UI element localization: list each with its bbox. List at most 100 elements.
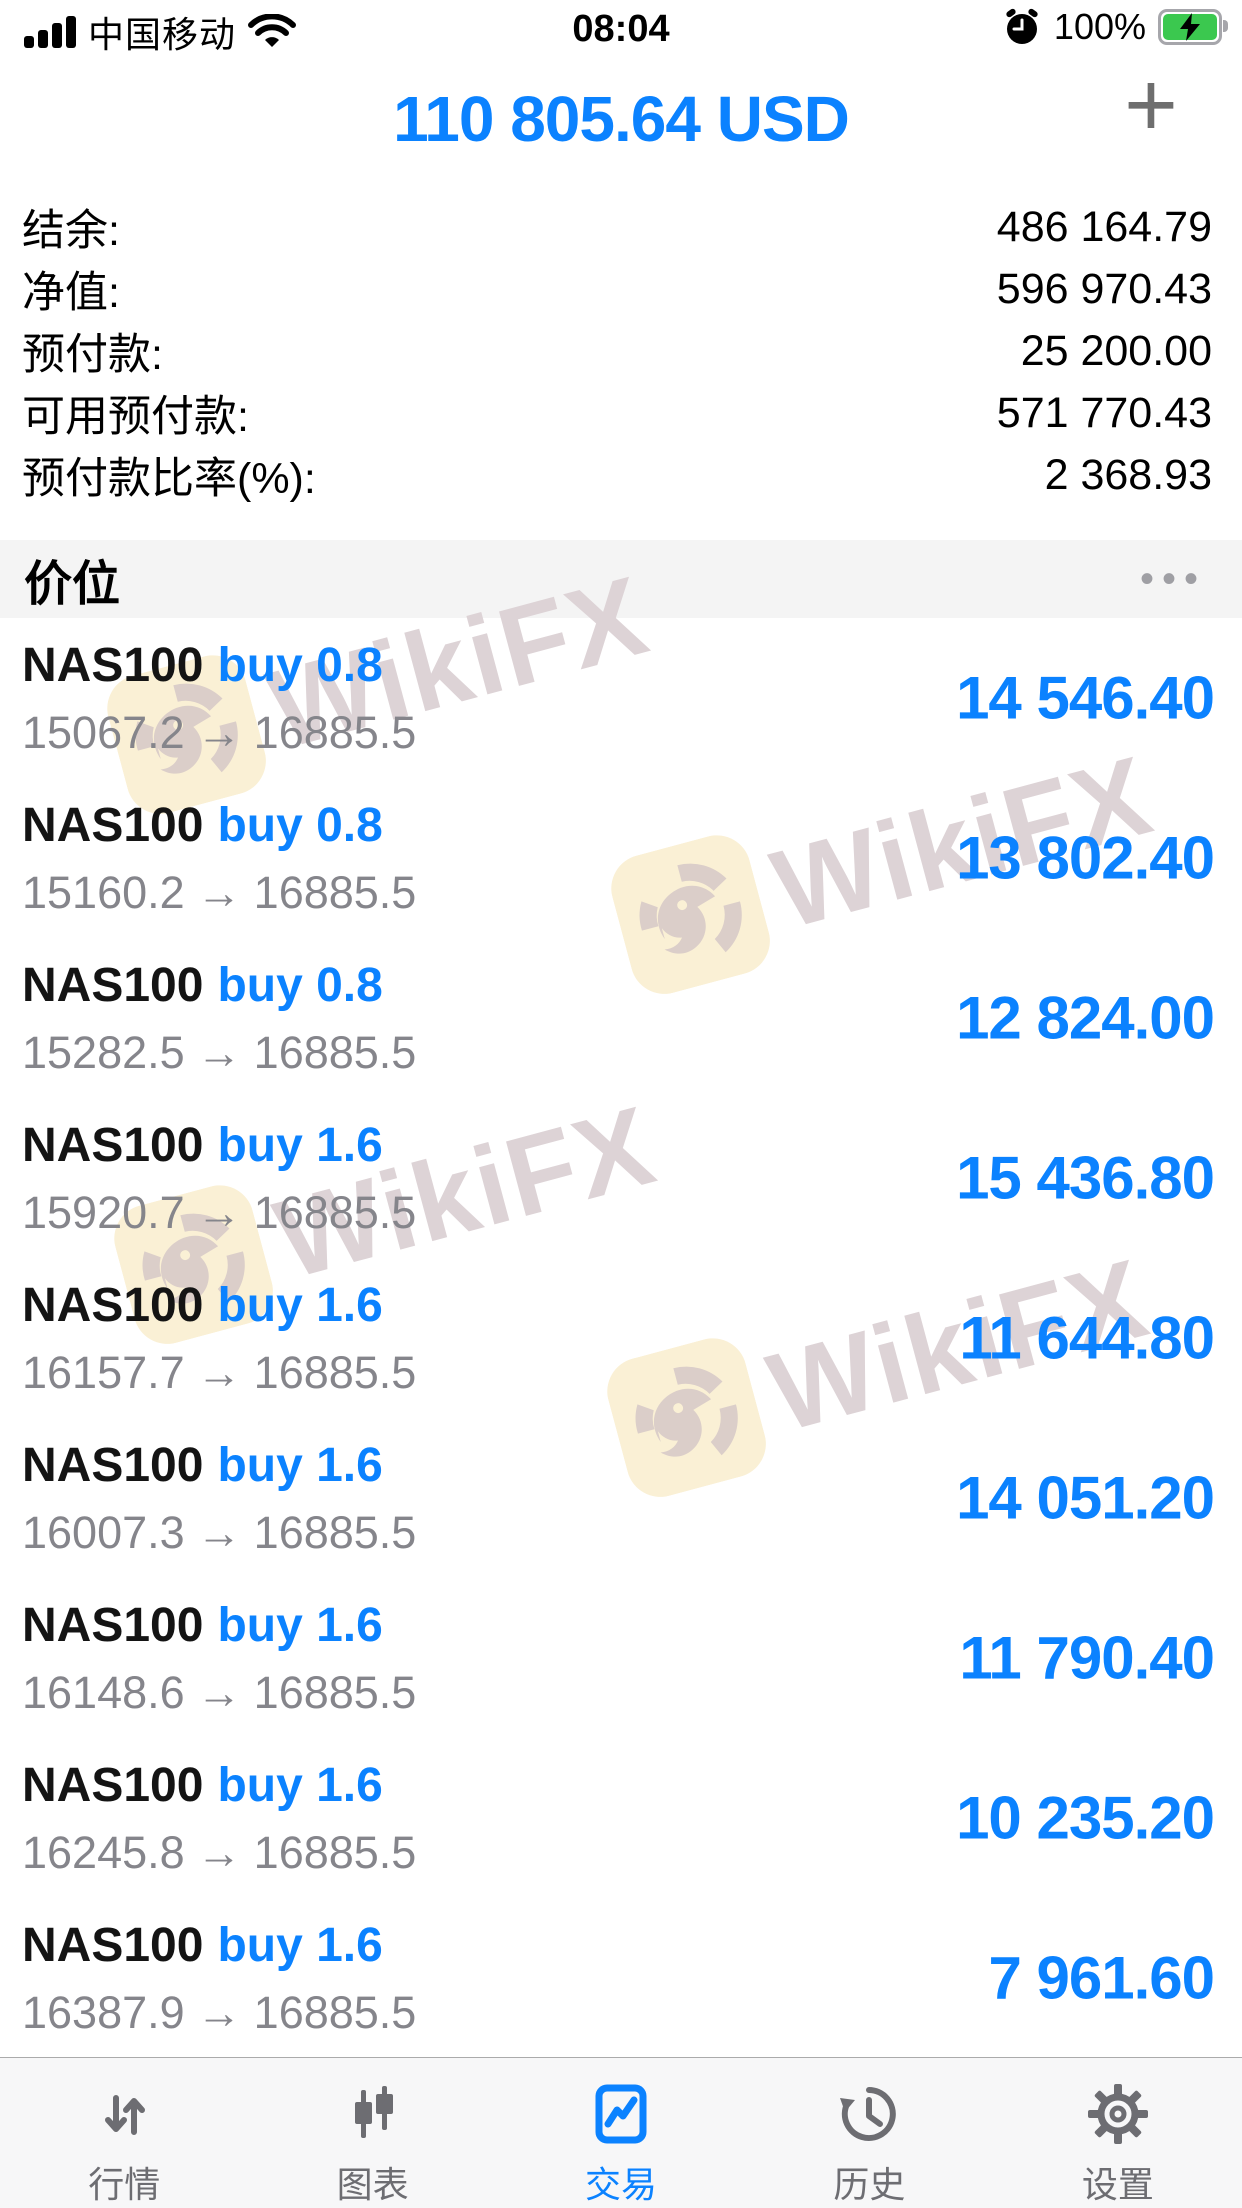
- account-row-free-margin: 可用预付款: 571 770.43: [0, 382, 1242, 444]
- trade-current-price: 16885.5: [253, 1987, 417, 2038]
- trade-profit: 12 824.00: [956, 984, 1215, 1052]
- trade-side-volume: buy 1.6: [217, 1599, 383, 1652]
- trade-side-volume: buy 1.6: [217, 1439, 383, 1492]
- trade-row[interactable]: NAS100 buy 1.6 16007.3 → 16885.5 14 051.20: [0, 1418, 1242, 1578]
- trade-title: NAS100 buy 0.8: [22, 960, 1242, 1012]
- arrow-right-icon: →: [196, 1187, 242, 1238]
- trade-open-price: 16148.6: [22, 1667, 185, 1718]
- trade-current-price: 16885.5: [253, 867, 417, 918]
- arrow-right-icon: →: [196, 1347, 242, 1398]
- trade-open-price: 15067.2: [22, 707, 185, 758]
- trade-title: NAS100 buy 1.6: [22, 1120, 1242, 1172]
- balance-label: 结余:: [22, 207, 120, 255]
- trade-symbol: NAS100: [22, 799, 204, 852]
- arrow-right-icon: →: [196, 1667, 242, 1718]
- quotes-arrows-icon: [92, 2082, 156, 2146]
- trade-symbol: NAS100: [22, 1919, 204, 1972]
- trade-row[interactable]: NAS100 buy 0.8 15160.2 → 16885.5 13 802.40: [0, 778, 1242, 938]
- trade-current-price: 16885.5: [253, 1667, 417, 1718]
- account-row-balance: 结余: 486 164.79: [0, 196, 1242, 258]
- trade-side-volume: buy 0.8: [217, 959, 383, 1012]
- add-order-button[interactable]: +: [1124, 54, 1178, 156]
- tab-charts[interactable]: 图表: [248, 2058, 496, 2208]
- trade-profit: 7 961.60: [988, 1944, 1215, 2012]
- trade-row[interactable]: NAS100 buy 0.8 15067.2 → 16885.5 14 546.40: [0, 618, 1242, 778]
- trade-side-volume: buy 1.6: [217, 1759, 383, 1812]
- trade-row[interactable]: NAS100 buy 1.6 15920.7 → 16885.5 15 436.80: [0, 1098, 1242, 1258]
- margin-value: 25 200.00: [1020, 326, 1212, 375]
- free-margin-label: 可用预付款:: [22, 393, 249, 441]
- account-row-margin: 预付款: 25 200.00: [0, 320, 1242, 382]
- trade-open-price: 15920.7: [22, 1187, 185, 1238]
- trade-side-volume: buy 0.8: [217, 799, 383, 852]
- trade-current-price: 16885.5: [253, 1187, 417, 1238]
- tab-trade[interactable]: 交易: [497, 2058, 745, 2208]
- trade-side-volume: buy 1.6: [217, 1279, 383, 1332]
- tab-quotes[interactable]: 行情: [0, 2058, 248, 2208]
- account-balance-title: 110 805.64 USD: [393, 83, 850, 155]
- positions-list: NAS100 buy 0.8 15067.2 → 16885.5 14 546.40 …: [0, 618, 1242, 2058]
- more-options-icon[interactable]: •••: [1139, 557, 1206, 601]
- trade-side-volume: buy 1.6: [217, 1919, 383, 1972]
- trade-current-price: 16885.5: [253, 1827, 417, 1878]
- tab-settings[interactable]: 设置: [994, 2058, 1242, 2208]
- trade-profit: 13 802.40: [956, 824, 1215, 892]
- margin-label: 预付款:: [22, 331, 163, 379]
- trade-open-price: 15160.2: [22, 867, 185, 918]
- account-row-margin-level: 预付款比率(%): 2 368.93: [0, 444, 1242, 506]
- battery-icon: [1158, 9, 1228, 45]
- trade-current-price: 16885.5: [253, 1027, 417, 1078]
- trade-current-price: 16885.5: [253, 707, 417, 758]
- margin-level-label: 预付款比率(%):: [22, 455, 316, 503]
- clock-time: 08:04: [572, 8, 670, 50]
- trade-row[interactable]: NAS100 buy 1.6 16157.7 → 16885.5 11 644.80: [0, 1258, 1242, 1418]
- history-clock-icon: [837, 2082, 901, 2146]
- trade-row[interactable]: NAS100 buy 1.6 16148.6 → 16885.5 11 790.40: [0, 1578, 1242, 1738]
- trade-open-price: 16007.3: [22, 1507, 185, 1558]
- trade-symbol: NAS100: [22, 1119, 204, 1172]
- trade-row[interactable]: NAS100 buy 1.6 16245.8 → 16885.5 10 235.20: [0, 1738, 1242, 1898]
- trade-prices: 15282.5 → 16885.5: [22, 1028, 1242, 1078]
- charging-bolt-icon: [1180, 13, 1200, 41]
- trade-prices: 15160.2 → 16885.5: [22, 868, 1242, 918]
- trade-profit: 11 790.40: [959, 1624, 1215, 1692]
- arrow-right-icon: →: [196, 867, 242, 918]
- arrow-right-icon: →: [196, 1027, 242, 1078]
- trade-open-price: 16157.7: [22, 1347, 185, 1398]
- trade-profit: 14 546.40: [956, 664, 1215, 732]
- trade-row[interactable]: NAS100 buy 1.6 16387.9 → 16885.5 7 961.60: [0, 1898, 1242, 2058]
- tab-label: 图表: [336, 2164, 409, 2205]
- battery-percent-label: 100%: [1053, 6, 1146, 47]
- tab-label: 交易: [585, 2164, 658, 2205]
- tab-label: 历史: [833, 2164, 906, 2205]
- status-right: 100%: [1002, 6, 1228, 48]
- trade-profit: 10 235.20: [956, 1784, 1215, 1852]
- trade-symbol: NAS100: [22, 1759, 204, 1812]
- trade-side-volume: buy 0.8: [217, 639, 383, 692]
- positions-title: 价位: [24, 558, 121, 611]
- gear-icon: [1086, 2082, 1150, 2146]
- trade-open-price: 16387.9: [22, 1987, 185, 2038]
- trade-prices: 16245.8 → 16885.5: [22, 1828, 1242, 1878]
- candlestick-chart-icon: [341, 2082, 405, 2146]
- trade-profit: 14 051.20: [956, 1464, 1215, 1532]
- arrow-right-icon: →: [196, 1507, 242, 1558]
- trade-row[interactable]: NAS100 buy 0.8 15282.5 → 16885.5 12 824.00: [0, 938, 1242, 1098]
- account-summary: 结余: 486 164.79 净值: 596 970.43 预付款: 25 20…: [0, 196, 1242, 506]
- carrier-label: 中国移动: [88, 14, 237, 55]
- trade-side-volume: buy 1.6: [217, 1119, 383, 1172]
- trade-open-price: 15282.5: [22, 1027, 185, 1078]
- trade-current-price: 16885.5: [253, 1507, 417, 1558]
- trade-profit: 15 436.80: [956, 1144, 1215, 1212]
- tab-history[interactable]: 历史: [745, 2058, 993, 2208]
- tab-label: 设置: [1081, 2164, 1154, 2205]
- tab-label: 行情: [88, 2164, 161, 2205]
- status-bar: 中国移动 08:04 100%: [0, 0, 1242, 55]
- equity-value: 596 970.43: [996, 264, 1212, 313]
- arrow-right-icon: →: [196, 1987, 242, 2038]
- trade-symbol: NAS100: [22, 639, 204, 692]
- wifi-icon: [248, 14, 297, 47]
- trade-profit: 11 644.80: [959, 1304, 1215, 1372]
- trade-prices: 16387.9 → 16885.5: [22, 1988, 1242, 2038]
